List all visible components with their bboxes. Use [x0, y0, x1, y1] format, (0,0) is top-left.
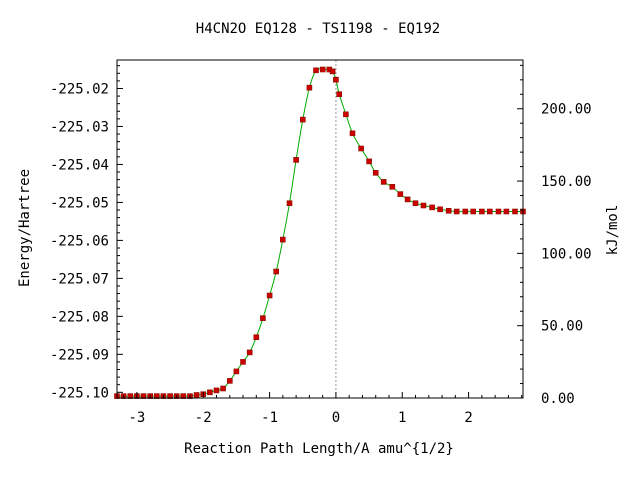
data-point: [306, 84, 313, 91]
data-point: [193, 392, 200, 398]
data-point: [453, 208, 460, 215]
x-tick-label: -1: [261, 410, 278, 426]
x-tick-label: 0: [332, 410, 340, 426]
x-tick-label: -3: [128, 410, 145, 426]
y-axis-right: 0.00 50.00 100.00 150.00 200.00: [517, 64, 592, 407]
y-axis-label: Energy/Hartree: [17, 169, 33, 287]
data-point: [366, 158, 372, 165]
data-point: [372, 170, 379, 176]
y2-axis-label: kJ/mol: [605, 205, 621, 256]
data-point: [154, 393, 160, 399]
data-point: [299, 116, 306, 123]
data-point: [266, 292, 273, 299]
data-point: [140, 393, 147, 399]
data-points: [114, 66, 526, 399]
data-point: [512, 208, 518, 215]
y-tick-label: -225.04: [50, 157, 109, 173]
y-tick-label: -225.03: [50, 119, 109, 135]
data-point: [220, 385, 226, 392]
data-point: [420, 202, 427, 209]
data-point: [486, 208, 493, 215]
data-point: [358, 145, 364, 152]
x-tick-label: 1: [398, 410, 406, 426]
y-tick-label: -225.06: [50, 233, 109, 249]
data-point: [180, 393, 187, 399]
data-point: [233, 368, 240, 375]
data-point: [495, 208, 502, 215]
data-point: [479, 208, 485, 215]
plot-frame: [116, 59, 524, 399]
data-point: [349, 130, 356, 137]
data-point: [336, 91, 343, 97]
data-point: [246, 349, 253, 356]
series-line: [117, 68, 523, 397]
data-point: [462, 208, 469, 215]
y-tick-label: -225.07: [50, 271, 109, 287]
data-point: [279, 236, 286, 243]
chart-title: H4CN2O EQ128 - TS1198 - EQ192: [196, 21, 440, 37]
data-point: [343, 111, 349, 118]
data-point: [412, 200, 419, 206]
data-point: [333, 76, 339, 83]
data-point: [429, 204, 435, 211]
data-point: [445, 208, 452, 214]
data-point: [240, 359, 246, 365]
data-point: [404, 196, 411, 203]
y-tick-label: -225.10: [50, 385, 109, 401]
y-tick-label: -225.09: [50, 347, 109, 363]
data-point: [260, 315, 266, 322]
data-point: [286, 200, 293, 206]
y2-tick-label: 0.00: [541, 391, 575, 407]
x-axis-label: Reaction Path Length/A amu^{1/2}: [184, 441, 454, 457]
energy-curve: [117, 68, 523, 397]
data-point: [503, 208, 510, 215]
data-point: [329, 68, 336, 75]
data-point: [470, 208, 477, 215]
y-tick-label: -225.08: [50, 309, 109, 325]
data-point: [397, 191, 404, 197]
data-point: [319, 66, 326, 73]
data-point: [380, 179, 387, 185]
y-tick-label: -225.02: [50, 81, 109, 97]
data-point: [213, 387, 220, 394]
data-point: [207, 389, 213, 396]
data-point: [389, 184, 396, 190]
data-point: [227, 378, 233, 384]
data-point: [253, 334, 260, 341]
data-point: [313, 67, 319, 74]
y2-tick-label: 200.00: [541, 102, 592, 118]
data-point: [273, 268, 280, 275]
x-tick-label: 2: [464, 410, 472, 426]
data-point: [293, 157, 299, 163]
x-axis: -3 -2 -1 0 1 2: [123, 392, 523, 426]
y-tick-label: -225.05: [50, 195, 109, 211]
data-point: [167, 393, 173, 399]
x-tick-label: -2: [195, 410, 212, 426]
data-point: [437, 206, 443, 213]
y2-tick-label: 100.00: [541, 246, 592, 262]
y-axis-left: -225.02 -225.03 -225.04 -225.05 -225.06 -225.…: [50, 65, 123, 401]
y2-tick-label: 50.00: [541, 319, 583, 335]
y2-tick-label: 150.00: [541, 174, 592, 190]
data-point: [127, 393, 134, 399]
